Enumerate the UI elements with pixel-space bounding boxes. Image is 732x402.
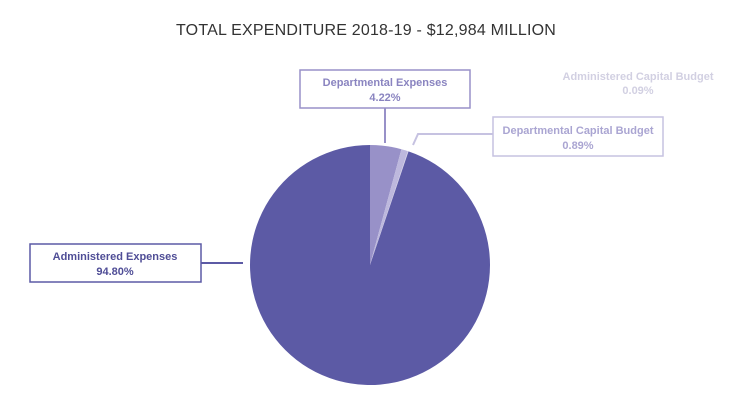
departmental-expenses-name: Departmental Expenses (323, 77, 448, 89)
departmental-capital-budget-leader (412, 133, 493, 146)
administered-expenses-name: Administered Expenses (53, 251, 178, 263)
pie-slices (250, 145, 490, 386)
pie-slice-departmental-capital-budget (370, 149, 408, 265)
pie-slice-administered-capital-budget (370, 151, 409, 265)
administered-expenses-value: 94.80% (96, 266, 134, 278)
departmental-expenses-label-box (299, 69, 471, 109)
administered-capital-budget-value: 0.09% (622, 85, 653, 97)
pie-slice-administered-expenses (250, 145, 490, 386)
departmental-capital-budget-value: 0.89% (562, 140, 593, 152)
chart-title: TOTAL EXPENDITURE 2018-19 - $12,984 MILL… (175, 22, 556, 39)
departmental-capital-budget-name: Departmental Capital Budget (503, 125, 654, 137)
pie-slice-departmental-expenses (370, 145, 402, 265)
departmental-expenses-value: 4.22% (369, 92, 400, 104)
departmental-capital-budget-label-box (492, 116, 664, 157)
administered-capital-budget-name: Administered Capital Budget (563, 71, 714, 83)
administered-expenses-label-box (29, 243, 202, 283)
